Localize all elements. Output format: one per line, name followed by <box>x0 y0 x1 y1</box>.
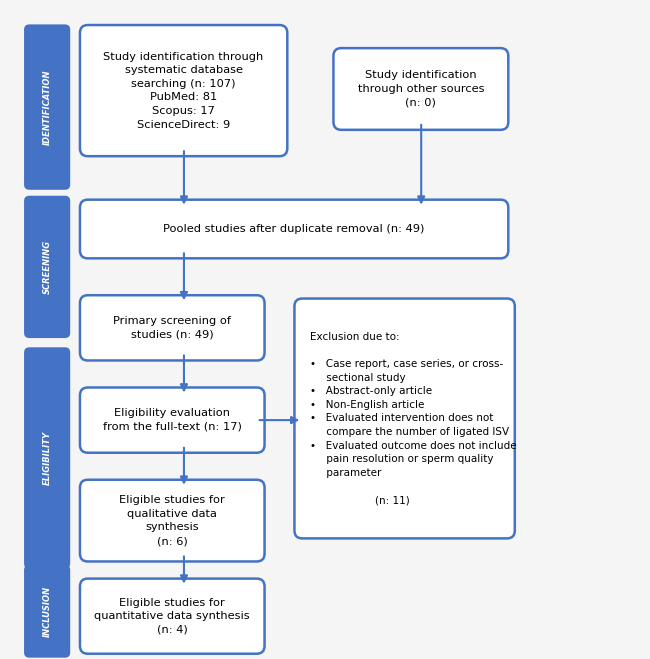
Text: Study identification through
systematic database
searching (n: 107)
PubMed: 81
S: Study identification through systematic … <box>103 51 264 130</box>
FancyBboxPatch shape <box>333 48 508 130</box>
Text: IDENTIFICATION: IDENTIFICATION <box>43 69 51 145</box>
Text: Exclusion due to:

•   Case report, case series, or cross-
     sectional study
: Exclusion due to: • Case report, case se… <box>310 332 517 505</box>
Text: Eligible studies for
quantitative data synthesis
(n: 4): Eligible studies for quantitative data s… <box>94 598 250 635</box>
FancyBboxPatch shape <box>24 347 70 569</box>
FancyBboxPatch shape <box>24 565 70 658</box>
Text: ELIGIBILITY: ELIGIBILITY <box>43 431 51 485</box>
FancyBboxPatch shape <box>80 579 265 654</box>
Text: SCREENING: SCREENING <box>43 240 51 294</box>
FancyBboxPatch shape <box>80 480 265 561</box>
FancyBboxPatch shape <box>80 387 265 453</box>
Text: Primary screening of
studies (n: 49): Primary screening of studies (n: 49) <box>113 316 231 339</box>
FancyBboxPatch shape <box>80 25 287 156</box>
Text: INCLUSION: INCLUSION <box>43 586 51 637</box>
Text: Pooled studies after duplicate removal (n: 49): Pooled studies after duplicate removal (… <box>163 224 425 234</box>
FancyBboxPatch shape <box>80 295 265 360</box>
FancyBboxPatch shape <box>80 200 508 258</box>
FancyBboxPatch shape <box>24 196 70 338</box>
Text: Eligible studies for
qualitative data
synthesis
(n: 6): Eligible studies for qualitative data sy… <box>120 495 225 546</box>
Text: Study identification
through other sources
(n: 0): Study identification through other sourc… <box>358 71 484 107</box>
FancyBboxPatch shape <box>294 299 515 538</box>
Text: Eligibility evaluation
from the full-text (n: 17): Eligibility evaluation from the full-tex… <box>103 409 242 432</box>
FancyBboxPatch shape <box>24 24 70 190</box>
